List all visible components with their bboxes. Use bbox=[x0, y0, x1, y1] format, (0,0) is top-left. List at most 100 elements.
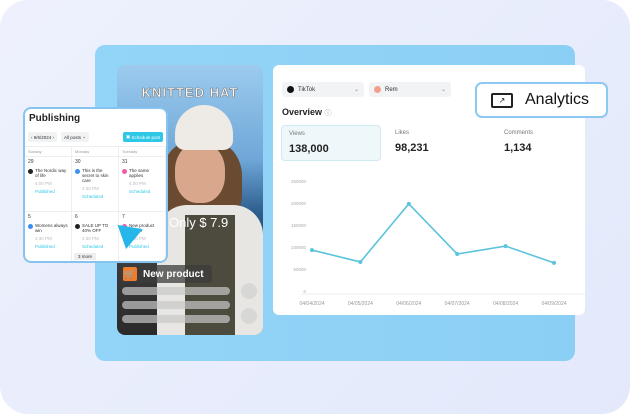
overview-heading: Overview ⓘ bbox=[282, 107, 332, 118]
stat-views[interactable]: Views 138,000 bbox=[281, 125, 381, 161]
post-status: Scheduled bbox=[82, 194, 104, 199]
platform-icon bbox=[122, 224, 127, 229]
post-time: 4:00 PM bbox=[129, 181, 146, 186]
action-button[interactable] bbox=[241, 308, 257, 324]
platform-value: TikTok bbox=[298, 86, 316, 93]
y-tick-label: 150000 bbox=[291, 223, 307, 228]
day-number: 6 bbox=[75, 214, 78, 220]
post-title: New product launch bbox=[129, 223, 155, 233]
post-time: 4:00 PM bbox=[35, 181, 52, 186]
x-tick-label: 04/06/2024 bbox=[396, 301, 421, 307]
x-tick-label: 04/07/2024 bbox=[445, 301, 470, 307]
data-point[interactable] bbox=[455, 252, 460, 257]
publishing-title: Publishing bbox=[29, 113, 81, 124]
post-time: 4:00 PM bbox=[129, 236, 146, 241]
y-tick-label: 100000 bbox=[291, 245, 307, 250]
chevron-down-icon: ⌄ bbox=[353, 87, 359, 93]
data-point[interactable] bbox=[406, 201, 411, 206]
chevron-down-icon: ⌄ bbox=[440, 87, 446, 93]
account-value: Rem bbox=[385, 86, 398, 93]
post-item[interactable]: The same applies bbox=[122, 168, 162, 178]
filter-value: All posts bbox=[64, 134, 82, 140]
calendar-grid: Sunday Monday Tuesday 29 The Nordic way o… bbox=[25, 146, 166, 261]
price-label: Only $ 7.9 bbox=[169, 215, 229, 230]
date-value: 9/6/2024 bbox=[33, 134, 52, 140]
post-status: Published bbox=[129, 244, 149, 249]
y-tick-label: 50000 bbox=[293, 267, 306, 272]
date-picker[interactable]: ‹ 9/6/2024 › bbox=[28, 132, 58, 142]
day-number: 29 bbox=[28, 159, 34, 165]
views-series-line bbox=[311, 202, 555, 264]
day-header: Sunday bbox=[25, 147, 72, 157]
chart-icon: ↗ bbox=[491, 92, 513, 108]
stat-likes[interactable]: Likes 98,231 bbox=[388, 125, 488, 161]
schedule-post-button[interactable]: ▣ Schedule post bbox=[122, 132, 163, 142]
post-status: Published bbox=[35, 189, 55, 194]
publishing-card: Publishing ‹ 9/6/2024 › All posts ⌄ ▣ Sc… bbox=[23, 107, 168, 263]
post-title: SALE UP TO 40% OFF bbox=[82, 223, 109, 233]
placeholder-bar bbox=[122, 301, 230, 309]
account-select[interactable]: Rem ⌄ bbox=[369, 82, 451, 97]
day-number: 30 bbox=[75, 159, 81, 165]
calendar-cell[interactable]: 6 SALE UP TO 40% OFF 4:30 PM Scheduled 3 mor… bbox=[72, 212, 119, 261]
post-title: Womens always win bbox=[35, 223, 68, 233]
post-title: The same applies bbox=[129, 168, 150, 178]
tiktok-icon bbox=[287, 86, 294, 93]
post-item[interactable]: This is the secret to skin care bbox=[75, 168, 115, 183]
calendar-cell[interactable]: 30 This is the secret to skin care 4:30 PM… bbox=[72, 157, 119, 212]
post-item[interactable]: SALE UP TO 40% OFF bbox=[75, 223, 115, 233]
info-icon[interactable]: ⓘ bbox=[324, 110, 332, 117]
day-number: 31 bbox=[122, 159, 128, 165]
data-point[interactable] bbox=[552, 260, 556, 265]
data-point[interactable] bbox=[310, 248, 314, 253]
stat-label: Views bbox=[289, 131, 305, 137]
post-time: 4:30 PM bbox=[82, 186, 99, 191]
platform-icon bbox=[75, 169, 80, 174]
platform-select[interactable]: TikTok ⌄ bbox=[282, 82, 364, 97]
stat-label: Comments bbox=[504, 130, 534, 136]
stat-value: 98,231 bbox=[395, 142, 429, 154]
stat-value: 1,134 bbox=[504, 142, 532, 154]
calendar-cell[interactable]: 5 Womens always win 4:30 PM Published bbox=[25, 212, 72, 261]
day-number: 7 bbox=[122, 214, 125, 220]
data-point[interactable] bbox=[358, 259, 363, 264]
placeholder-bar bbox=[122, 287, 230, 295]
schedule-post-label: Schedule post bbox=[131, 134, 160, 140]
avatar bbox=[374, 86, 381, 93]
post-item[interactable]: The Nordic way of life bbox=[28, 168, 68, 178]
posts-filter[interactable]: All posts ⌄ bbox=[61, 132, 90, 142]
y-tick-label: 250000 bbox=[291, 179, 307, 184]
day-header: Tuesday bbox=[119, 147, 166, 157]
x-tick-label: 04/04/2024 bbox=[299, 301, 324, 307]
hat bbox=[175, 105, 233, 150]
post-status: Scheduled bbox=[129, 189, 151, 194]
x-tick-label: 04/08/2024 bbox=[493, 301, 518, 307]
video-title: KNITTED HAT bbox=[141, 85, 239, 101]
new-product-tag[interactable]: 🛒 New product bbox=[121, 265, 212, 283]
post-time: 4:30 PM bbox=[82, 236, 99, 241]
platform-icon bbox=[122, 169, 127, 174]
new-product-label: New product bbox=[143, 268, 204, 280]
stat-label: Likes bbox=[395, 130, 410, 136]
post-item[interactable]: Womens always win bbox=[28, 223, 68, 233]
data-point[interactable] bbox=[503, 244, 508, 249]
more-posts-link[interactable]: 3 more bbox=[74, 253, 97, 260]
x-tick-label: 04/05/2024 bbox=[348, 301, 373, 307]
views-line-chart: 0 50000 100000 150000 200000 250000 04/04/2024… bbox=[291, 179, 585, 307]
calendar-cell[interactable]: 7 New product launch 4:00 PM Published bbox=[119, 212, 166, 261]
overview-label: Overview bbox=[282, 107, 323, 117]
placeholder-bar bbox=[122, 315, 230, 323]
action-button[interactable] bbox=[241, 283, 257, 299]
calendar-cell[interactable]: 31 The same applies 4:00 PM Scheduled bbox=[119, 157, 166, 212]
stat-value: 138,000 bbox=[289, 143, 329, 155]
analytics-badge[interactable]: ↗ Analytics bbox=[475, 82, 608, 118]
calendar-cell[interactable]: 29 The Nordic way of life 4:00 PM Published bbox=[25, 157, 72, 212]
x-tick-label: 04/09/2024 bbox=[541, 301, 566, 307]
day-number: 5 bbox=[28, 214, 31, 220]
analytics-label: Analytics bbox=[525, 91, 590, 108]
stat-comments[interactable]: Comments 1,134 bbox=[497, 125, 597, 161]
platform-icon bbox=[28, 224, 33, 229]
day-header: Monday bbox=[72, 147, 119, 157]
y-tick-label: 200000 bbox=[291, 201, 307, 206]
post-item[interactable]: New product launch bbox=[122, 223, 162, 233]
